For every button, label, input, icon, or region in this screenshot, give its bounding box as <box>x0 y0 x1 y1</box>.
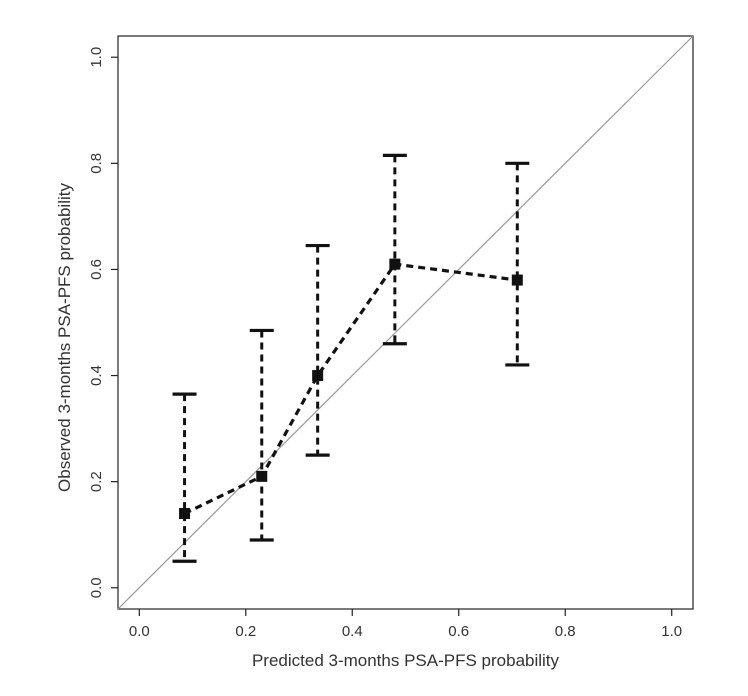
plot-layer: 0.0 0.2 0.4 0.6 0.8 1.0 0.0 0.2 0.4 0.6 0.8 1.0 <box>88 35 694 640</box>
y-tick-label-4: 0.8 <box>88 153 105 174</box>
reference-line <box>117 35 694 610</box>
x-tick-label-1: 0.2 <box>235 623 256 640</box>
y-axis-label: Observed 3-months PSA-PFS probability <box>55 183 74 492</box>
x-axis-label: Predicted 3-months PSA-PFS probability <box>252 651 560 670</box>
x-tick-label-0: 0.0 <box>129 623 150 640</box>
x-tick-label-4: 0.8 <box>555 623 576 640</box>
y-tick-label-0: 0.0 <box>88 577 105 598</box>
x-tick-label-5: 1.0 <box>661 623 682 640</box>
series-0-line <box>183 262 518 515</box>
y-tick-label-3: 0.6 <box>88 259 105 280</box>
y-tick-label-1: 0.2 <box>88 471 105 492</box>
data-point-3 <box>389 258 401 270</box>
data-point-1 <box>256 470 268 482</box>
data-point-0 <box>179 508 191 519</box>
y-tick-label-5: 1.0 <box>88 47 105 68</box>
data-point-2 <box>312 370 324 382</box>
x-tick-label-2: 0.4 <box>342 623 363 640</box>
plot-frame <box>117 35 694 610</box>
y-tick-label-2: 0.4 <box>88 365 105 386</box>
data-point-4 <box>511 274 523 286</box>
x-tick-label-3: 0.6 <box>448 623 469 640</box>
